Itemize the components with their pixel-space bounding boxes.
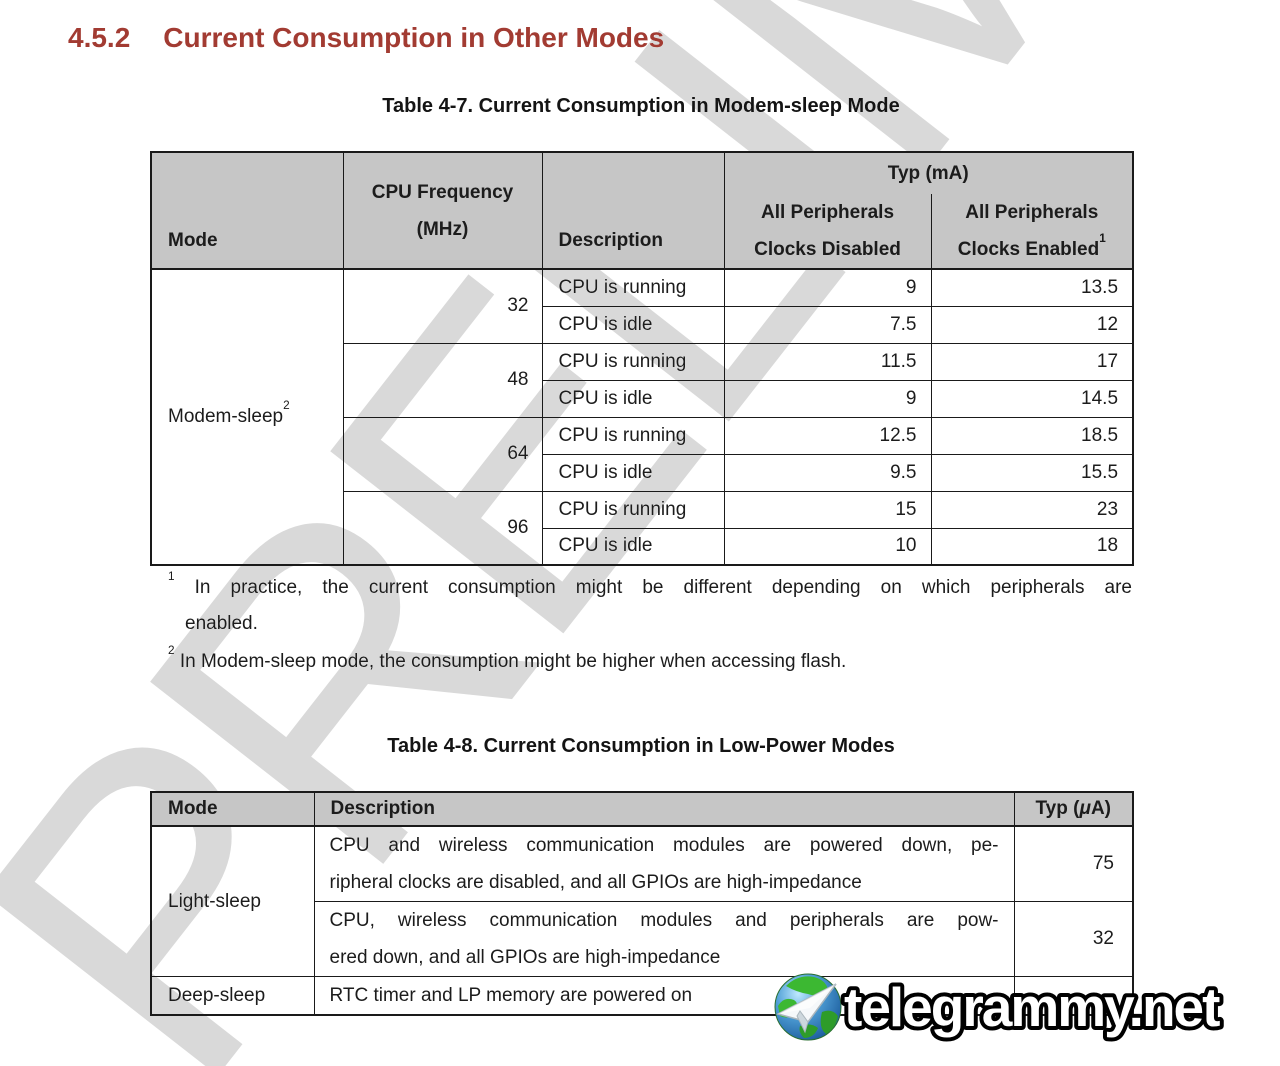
table-row: CPU is idle 9.5 15.5 (151, 453, 1134, 492)
typ-disabled-cell: 9.5 (723, 453, 932, 492)
table-header-row: Mode Description Typ (μA) (150, 791, 1134, 827)
desc-cell: CPU is running (541, 268, 725, 307)
table-4-7: Mode CPU Frequency (MHz) Description Typ… (150, 151, 1135, 566)
footnote-ref-1: 1 (1099, 232, 1106, 246)
typ-disabled-cell: 9 (723, 379, 932, 418)
desc-cell: CPU, wireless communication modules and … (313, 901, 1015, 977)
section-heading: 4.5.2 Current Consumption in Other Modes (68, 22, 664, 54)
desc-cell: CPU is idle (541, 527, 725, 566)
desc-cell: CPU is running (541, 416, 725, 455)
brand-text: telegrammy.net (844, 976, 1220, 1038)
table-subheader-row: All Peripherals Clocks Disabled All Peri… (151, 194, 1134, 270)
table-row: Light-sleep CPU and wireless communicati… (150, 825, 1134, 977)
desc-cell: CPU is running (541, 342, 725, 381)
table-row: Modem-sleep2 32 CPU is running 9 13.5 (150, 268, 1134, 566)
freq-cell: 48 (342, 342, 543, 418)
table-row: 48 CPU is running 11.5 17 (151, 342, 1134, 418)
table-header-row: Mode CPU Frequency (MHz) Description Typ… (150, 151, 1134, 270)
typ-cell: 32 (1013, 901, 1134, 977)
table-row: Deep-sleep RTC timer and LP memory are p… (150, 976, 1134, 1016)
mode-cell: Light-sleep (150, 825, 315, 977)
freq-cell: 32 (342, 268, 543, 344)
desc-cell: CPU is idle (541, 453, 725, 492)
typ-disabled-cell: 10 (723, 527, 932, 566)
paper-plane-icon (775, 983, 837, 1034)
typ-cell: 75 (1013, 825, 1134, 902)
clocks-disabled-column-header: All Peripherals Clocks Disabled (723, 194, 932, 270)
typ-disabled-cell: 12.5 (723, 416, 932, 455)
typ-disabled-cell: 15 (723, 490, 932, 529)
typ-disabled-cell: 7.5 (723, 305, 932, 344)
typ-enabled-cell: 14.5 (930, 379, 1134, 418)
typ-enabled-cell: 23 (930, 490, 1134, 529)
typ-disabled-cell: 9 (723, 268, 932, 307)
desc-cell: CPU and wireless communication modules a… (313, 825, 1015, 902)
clocks-enabled-column-header: All Peripherals Clocks Enabled1 (930, 194, 1134, 270)
typ-enabled-cell: 18 (930, 527, 1134, 566)
mode-column-header: Mode (150, 151, 344, 270)
typ-disabled-cell: 11.5 (723, 342, 932, 381)
freq-cell: 64 (342, 416, 543, 492)
section-number: 4.5.2 (68, 22, 131, 53)
desc-cell: CPU is running (541, 490, 725, 529)
description-column-header: Description (541, 151, 725, 270)
table-row: 64 CPU is running 12.5 18.5 (151, 416, 1134, 492)
mode-cell: Modem-sleep2 (150, 268, 344, 566)
table-4-7-caption: Table 4-7. Current Consumption in Modem-… (382, 95, 900, 117)
section-title: Current Consumption in Other Modes (163, 22, 665, 53)
table-4-8-caption: Table 4-8. Current Consumption in Low-Po… (387, 735, 895, 757)
table-row: 96 CPU is running 15 23 (151, 490, 1134, 566)
footnote-ref-2: 2 (283, 399, 290, 413)
footnote-2-marker: 2 (168, 644, 175, 658)
typ-enabled-cell: 12 (930, 305, 1134, 344)
typ-enabled-cell: 13.5 (930, 268, 1134, 307)
typ-enabled-cell: 17 (930, 342, 1134, 381)
brand-watermark: telegrammy.net (774, 972, 1226, 1042)
micro-symbol: μ (1079, 798, 1091, 819)
footnote-2: 2 In Modem-sleep mode, the consumption m… (168, 644, 847, 672)
table-4-8: Mode Description Typ (μA) Light-sleep CP… (150, 791, 1134, 1016)
footnote-1-marker: 1 (168, 570, 175, 584)
mode-column-header: Mode (150, 791, 315, 827)
cpu-frequency-column-header: CPU Frequency (MHz) (342, 151, 543, 270)
description-column-header: Description (313, 791, 1015, 827)
desc-cell: RTC timer and LP memory are powered on (313, 976, 1015, 1016)
footnote-1: 1 In practice, the current consumption m… (168, 570, 1132, 634)
freq-cell: 96 (342, 490, 543, 566)
footnotes: 1 In practice, the current consumption m… (168, 570, 1132, 680)
table-row: CPU, wireless communication modules and … (151, 901, 1134, 977)
typ-ma-column-header: Typ (mA) (723, 151, 1134, 194)
mode-cell: Deep-sleep (150, 976, 315, 1016)
desc-cell: CPU is idle (541, 379, 725, 418)
typ-enabled-cell: 18.5 (930, 416, 1134, 455)
desc-cell: CPU is idle (541, 305, 725, 344)
typ-enabled-cell: 15.5 (930, 453, 1134, 492)
typ-ua-column-header: Typ (μA) (1013, 791, 1134, 827)
typ-cell (1013, 976, 1134, 1016)
table-row: CPU is idle 10 18 (151, 527, 1134, 566)
table-row: CPU is idle 7.5 12 (151, 305, 1134, 344)
